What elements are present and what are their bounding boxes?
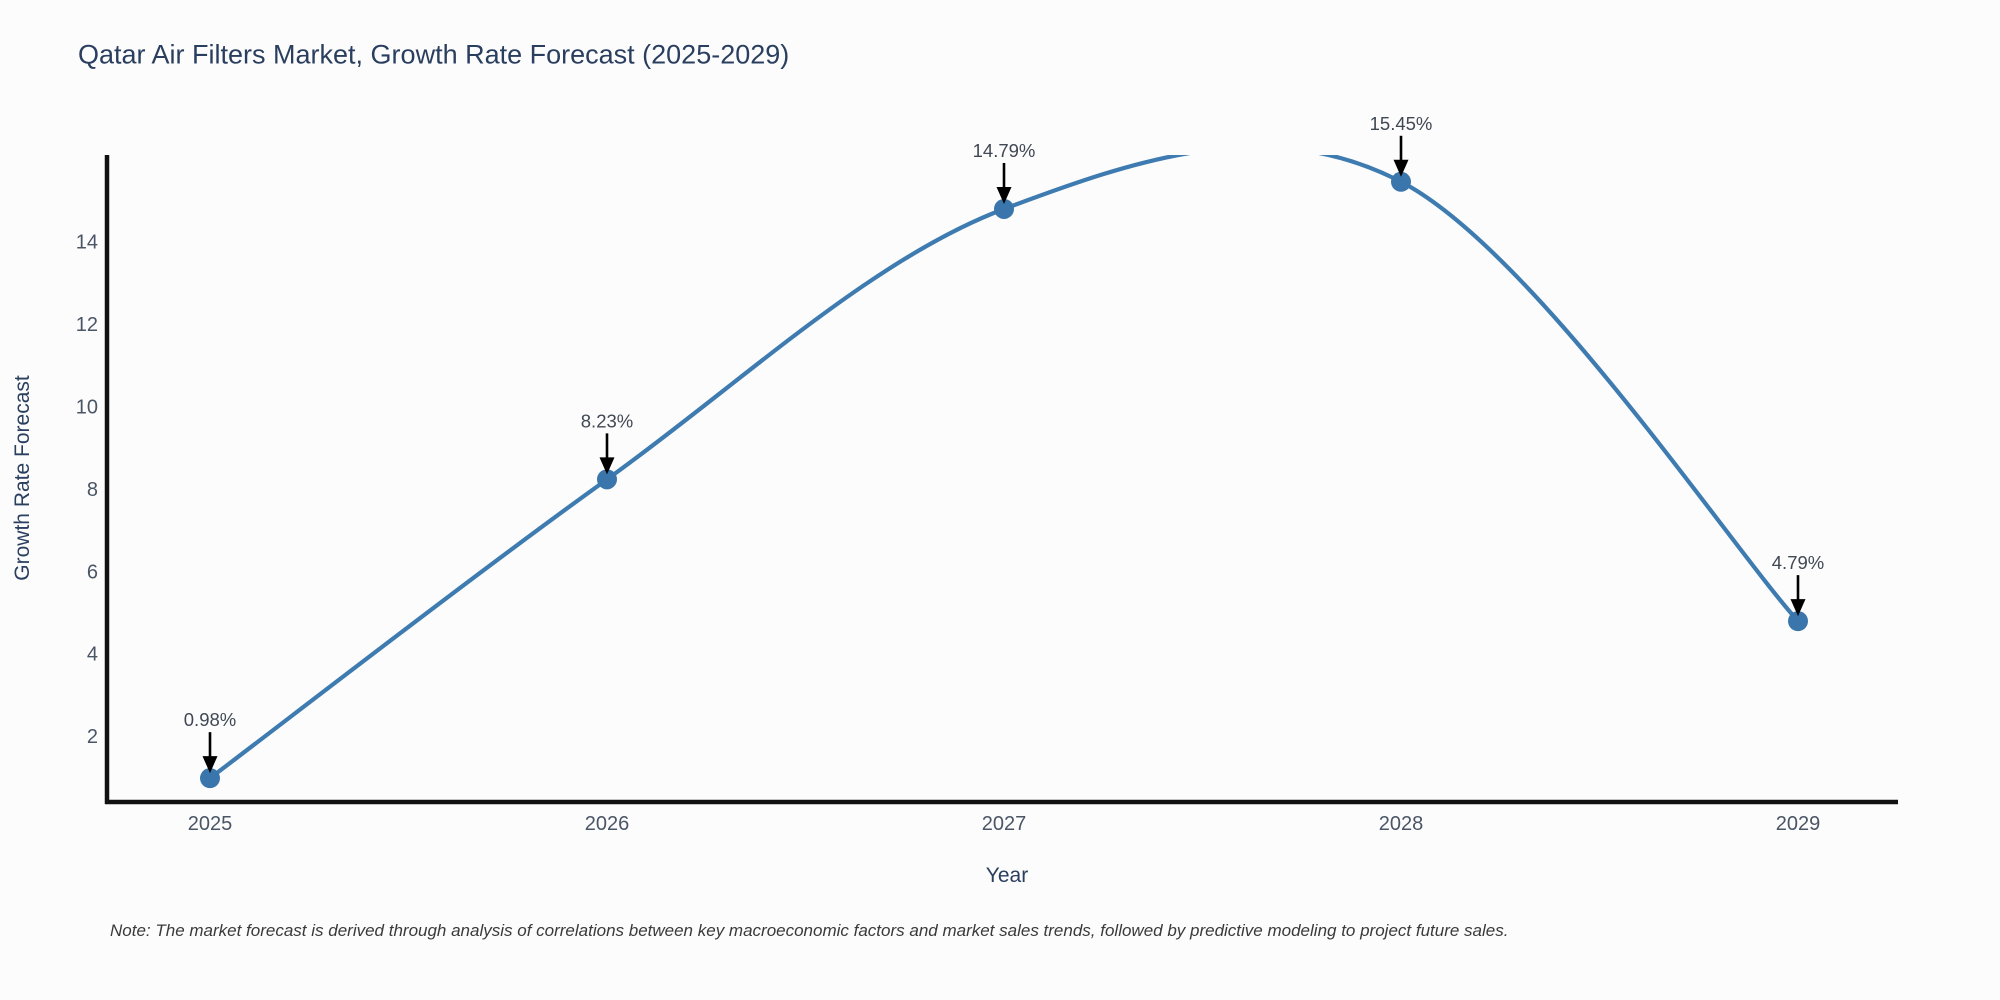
data-point-marker xyxy=(1788,611,1808,632)
annotation-arrow-head xyxy=(1393,159,1409,177)
x-tick-label: 2025 xyxy=(188,813,233,835)
y-tick-label: 4 xyxy=(87,644,98,666)
y-tick-label: 10 xyxy=(76,396,98,418)
x-tick-label: 2029 xyxy=(1776,813,1821,835)
x-tick-label: 2028 xyxy=(1379,813,1424,835)
data-point-marker xyxy=(1391,171,1411,192)
y-tick-label: 2 xyxy=(87,726,98,748)
y-tick-label: 8 xyxy=(87,479,98,501)
annotation-label: 8.23% xyxy=(581,410,633,431)
annotation-label: 14.79% xyxy=(973,140,1036,161)
y-tick-label: 12 xyxy=(76,314,98,336)
chart-footnote: Note: The market forecast is derived thr… xyxy=(110,921,1509,940)
annotation-label: 4.79% xyxy=(1772,552,1824,573)
data-point-marker xyxy=(597,469,617,490)
y-tick-label: 6 xyxy=(87,561,98,583)
y-tick-label: 14 xyxy=(76,232,98,254)
x-axis-title: Year xyxy=(985,864,1029,887)
x-tick-label: 2026 xyxy=(585,813,630,835)
data-point-marker xyxy=(994,198,1014,219)
y-axis-title: Growth Rate Forecast xyxy=(11,375,34,581)
annotation-label: 15.45% xyxy=(1370,113,1433,134)
annotation-arrow-head xyxy=(1790,599,1806,617)
trend-line xyxy=(207,155,1801,781)
chart-title: Qatar Air Filters Market, Growth Rate Fo… xyxy=(78,39,790,70)
annotation-arrow-head xyxy=(202,756,218,774)
annotation-arrow-head xyxy=(599,457,615,475)
x-tick-label: 2027 xyxy=(982,813,1027,835)
annotation-label: 0.98% xyxy=(184,709,236,730)
annotation-arrow-head xyxy=(996,186,1012,204)
data-point-marker xyxy=(200,768,220,789)
